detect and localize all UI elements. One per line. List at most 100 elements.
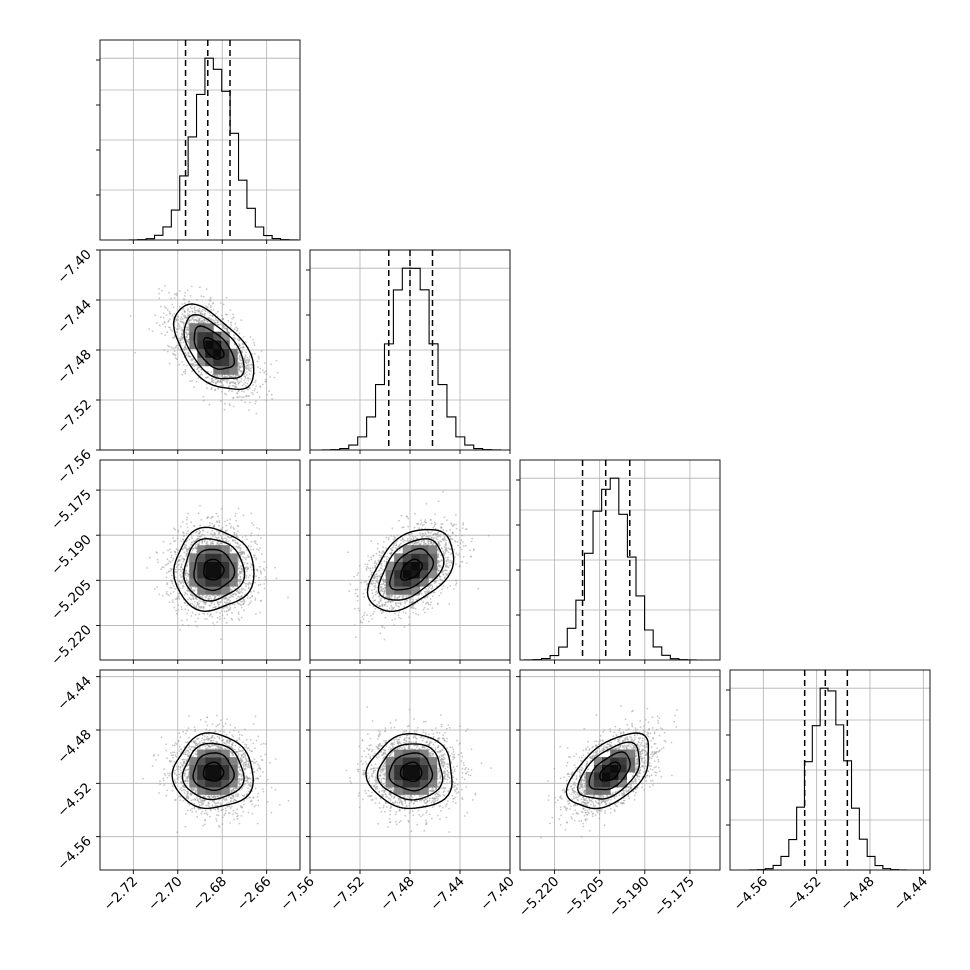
scatter-point — [428, 586, 431, 589]
scatter-point — [378, 554, 381, 556]
scatter-point — [251, 595, 253, 598]
scatter-point — [182, 558, 185, 561]
scatter-point — [240, 604, 243, 607]
scatter-point — [387, 600, 390, 603]
scatter-point — [230, 617, 233, 620]
scatter-point — [408, 623, 411, 626]
scatter-point — [209, 296, 212, 299]
scatter-point — [248, 373, 251, 375]
scatter-point — [359, 621, 362, 624]
density-cell — [205, 357, 214, 367]
scatter-point — [186, 289, 189, 292]
scatter-point — [195, 380, 198, 383]
scatter-point — [420, 521, 423, 524]
scatter-point — [181, 333, 184, 336]
scatter-point — [187, 727, 190, 729]
scatter-point — [210, 613, 212, 616]
scatter-point — [151, 765, 154, 767]
scatter-point — [425, 542, 427, 545]
scatter-point — [220, 314, 223, 317]
y-tick-label: −5.190 — [48, 532, 95, 579]
scatter-point — [242, 741, 244, 743]
scatter-point — [240, 587, 243, 590]
density-cell — [189, 340, 198, 350]
scatter-point — [259, 565, 261, 568]
scatter-point — [232, 813, 234, 816]
scatter-point — [178, 750, 181, 752]
scatter-point — [245, 395, 247, 397]
scatter-point — [243, 383, 245, 385]
scatter-point — [212, 302, 215, 304]
scatter-point — [432, 542, 435, 545]
scatter-point — [253, 771, 256, 773]
scatter-point — [166, 590, 168, 593]
scatter-point — [238, 619, 241, 621]
scatter-point — [248, 796, 251, 799]
scatter-point — [232, 316, 235, 319]
density-cell — [213, 586, 222, 595]
scatter-point — [366, 565, 369, 568]
scatter-point — [444, 549, 447, 551]
scatter-point — [185, 553, 188, 556]
scatter-point — [388, 596, 391, 598]
scatter-point — [432, 526, 435, 529]
scatter-point — [368, 585, 371, 588]
scatter-point — [429, 535, 432, 537]
scatter-point — [207, 311, 209, 313]
scatter-point — [452, 588, 455, 590]
scatter-point — [462, 541, 464, 543]
scatter-point — [218, 723, 221, 725]
scatter-panel-0-1: −7.56−7.52−7.48−7.44−7.40 — [54, 247, 301, 487]
scatter-point — [232, 818, 235, 821]
scatter-point — [412, 598, 415, 601]
scatter-point — [455, 552, 458, 555]
scatter-point — [183, 551, 186, 554]
scatter-point — [265, 566, 268, 569]
scatter-point — [229, 404, 231, 407]
scatter-point — [193, 540, 196, 543]
scatter-point — [259, 767, 261, 770]
scatter-point — [155, 322, 158, 324]
scatter-point — [382, 594, 385, 596]
scatter-point — [391, 606, 393, 609]
scatter-point — [410, 532, 413, 535]
density-cell — [394, 569, 404, 579]
scatter-point — [245, 341, 247, 344]
scatter-point — [177, 596, 180, 599]
scatter-point — [394, 612, 396, 615]
scatter-point — [165, 576, 168, 579]
scatter-point — [192, 594, 195, 597]
scatter-point — [218, 323, 220, 326]
scatter-point — [393, 543, 395, 545]
scatter-point — [233, 603, 236, 606]
scatter-point — [255, 804, 257, 807]
scatter-panel-1-2 — [306, 459, 511, 664]
scatter-point — [287, 799, 290, 802]
scatter-point — [440, 540, 443, 543]
scatter-point — [271, 398, 273, 400]
scatter-point — [239, 369, 242, 372]
scatter-point — [253, 344, 256, 347]
scatter-point — [161, 289, 163, 292]
scatter-point — [234, 539, 237, 542]
scatter-point — [223, 814, 226, 817]
scatter-point — [253, 556, 256, 559]
scatter-point — [247, 576, 250, 579]
scatter-point — [172, 756, 174, 759]
scatter-point — [356, 594, 359, 597]
scatter-point — [174, 347, 177, 349]
scatter-point — [257, 534, 260, 537]
scatter-point — [162, 777, 165, 780]
scatter-point — [383, 581, 386, 584]
scatter-point — [428, 542, 430, 545]
scatter-point — [253, 341, 255, 344]
scatter-point — [229, 607, 232, 609]
scatter-point — [436, 532, 439, 535]
scatter-point — [455, 523, 457, 526]
scatter-point — [374, 608, 377, 610]
scatter-point — [186, 313, 189, 315]
scatter-point — [382, 546, 384, 549]
scatter-point — [357, 607, 360, 610]
scatter-point — [251, 803, 254, 806]
scatter-point — [435, 536, 438, 539]
